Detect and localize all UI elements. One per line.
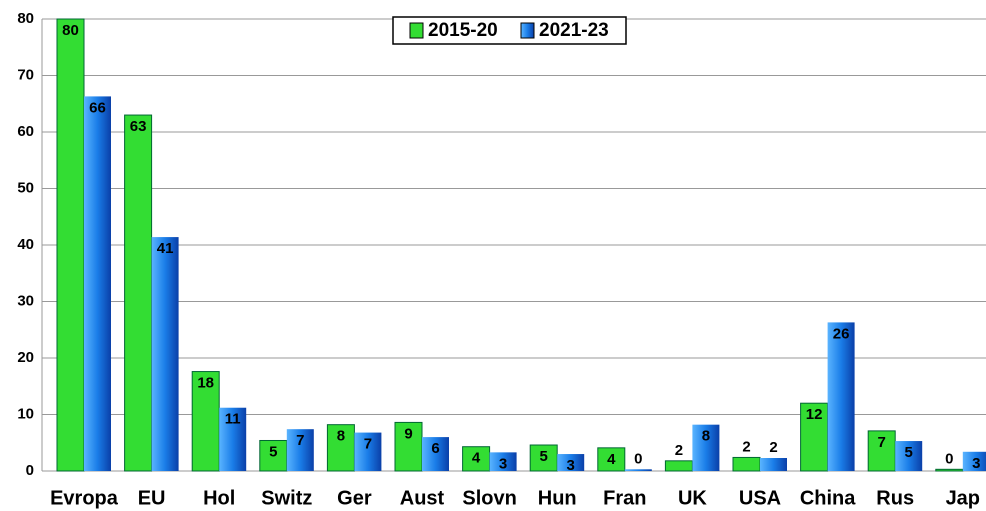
value-label: 63 [130, 118, 147, 135]
legend: 2015-20 2021-23 [392, 16, 627, 45]
value-label: 9 [404, 425, 412, 442]
y-tick-label: 60 [17, 123, 34, 140]
bar [867, 430, 896, 472]
bar [259, 439, 288, 472]
y-tick-label: 70 [17, 66, 34, 83]
bar [895, 441, 923, 471]
bar [354, 432, 382, 471]
x-tick-label: Ger [337, 487, 372, 509]
value-label: 41 [157, 240, 174, 257]
x-tick-label: Hun [538, 487, 577, 509]
legend-box [392, 16, 627, 45]
value-label: 3 [567, 457, 575, 474]
bar [529, 444, 558, 472]
value-label: 8 [702, 428, 710, 445]
bar [489, 452, 517, 471]
x-tick-label: Jap [946, 487, 980, 509]
value-label: 2 [742, 438, 750, 455]
y-tick-label: 40 [17, 236, 34, 253]
x-tick-label: Switz [261, 487, 312, 509]
value-label: 0 [945, 450, 953, 467]
bar [624, 469, 652, 471]
bar [191, 371, 220, 472]
value-label: 4 [472, 450, 481, 467]
bar [219, 407, 247, 471]
bar [557, 454, 585, 471]
value-label: 66 [89, 99, 106, 116]
x-tick-label: USA [739, 487, 781, 509]
bar [664, 460, 693, 472]
x-tick-label: UK [678, 487, 707, 509]
value-label: 6 [431, 440, 439, 457]
y-tick-label: 80 [17, 10, 34, 27]
bar [962, 451, 986, 471]
value-label: 18 [197, 375, 214, 392]
value-label: 2 [675, 442, 683, 459]
value-label: 7 [878, 434, 886, 451]
value-label: 0 [634, 450, 642, 467]
x-tick-label: Evropa [50, 487, 119, 509]
bar [326, 424, 355, 472]
bar [394, 421, 423, 472]
legend-swatch [409, 22, 424, 39]
y-tick-label: 50 [17, 179, 34, 196]
bar [286, 429, 314, 471]
bar [422, 437, 449, 471]
x-tick-label: Fran [603, 487, 646, 509]
value-label: 26 [833, 325, 850, 342]
bar [935, 468, 964, 472]
value-label: 11 [225, 411, 241, 428]
value-label: 2 [769, 439, 777, 456]
bar [732, 456, 761, 472]
value-label: 7 [296, 432, 304, 449]
value-label: 4 [607, 451, 616, 468]
value-label: 7 [364, 436, 372, 453]
x-tick-label: Slovn [462, 487, 516, 509]
y-tick-label: 20 [17, 349, 34, 366]
value-label: 12 [806, 406, 823, 423]
value-label: 5 [905, 444, 913, 461]
bar [151, 237, 179, 471]
bar [56, 18, 85, 472]
legend-label: 2021-23 [539, 20, 609, 41]
y-tick-label: 0 [26, 462, 34, 479]
bar [827, 322, 855, 471]
x-tick-label: Hol [203, 487, 235, 509]
x-tick-label: Rus [876, 487, 914, 509]
value-label: 3 [499, 455, 507, 472]
bar [84, 96, 111, 471]
legend-label: 2015-20 [428, 20, 498, 41]
bar [760, 458, 787, 471]
bar [124, 114, 153, 472]
x-tick-label: EU [138, 487, 166, 509]
bar [692, 424, 720, 471]
value-label: 8 [337, 428, 345, 445]
value-label: 5 [540, 448, 548, 465]
value-label: 5 [269, 443, 277, 460]
x-tick-label: China [800, 487, 856, 509]
y-tick-label: 10 [17, 405, 34, 422]
value-label: 80 [62, 22, 79, 39]
value-label: 3 [972, 455, 980, 472]
legend-swatch [520, 22, 535, 39]
y-tick-label: 30 [17, 292, 34, 309]
x-tick-label: Aust [400, 487, 445, 509]
bar [597, 447, 626, 472]
